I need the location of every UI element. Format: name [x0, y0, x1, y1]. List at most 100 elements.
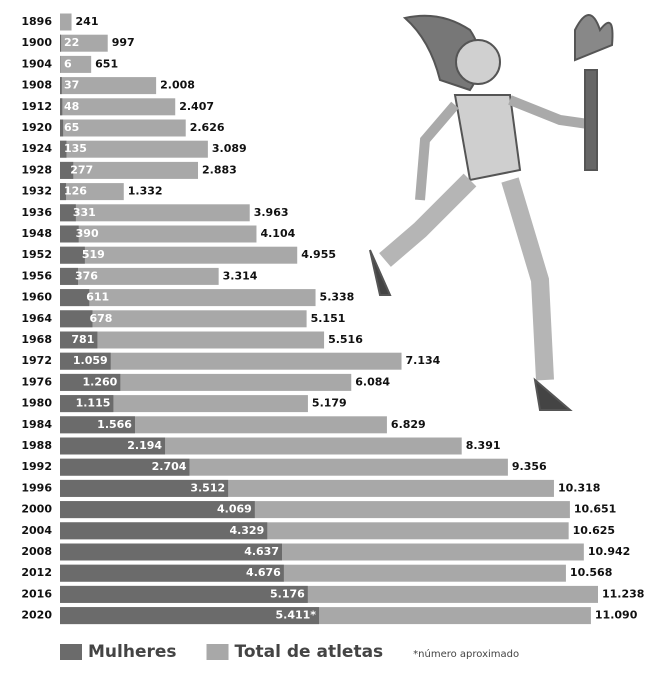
- y-tick-label: 2012: [21, 566, 52, 579]
- value-label: 5.411*: [275, 609, 316, 622]
- women-bar: [60, 310, 92, 327]
- value-label: 4.329: [229, 524, 264, 537]
- value-label: 3.963: [254, 206, 289, 219]
- y-tick-label: 2004: [21, 524, 52, 537]
- value-label: 376: [75, 269, 98, 282]
- value-label: 10.942: [588, 545, 630, 558]
- value-label: 3.512: [190, 481, 225, 494]
- value-label: 6.084: [355, 375, 390, 388]
- women-bar: [60, 77, 62, 94]
- y-tick-label: 1996: [21, 481, 52, 494]
- y-tick-label: 1976: [21, 375, 52, 388]
- y-tick-label: 1904: [21, 57, 52, 70]
- y-tick-label: 1896: [21, 15, 52, 28]
- women-bar: [60, 98, 62, 115]
- y-tick-label: 1964: [21, 312, 52, 325]
- footnote: *número aproximado: [413, 648, 519, 660]
- value-label: 1.059: [73, 354, 108, 367]
- value-label: 37: [64, 79, 79, 92]
- total-bar: [60, 353, 402, 370]
- value-label: 2.407: [179, 100, 214, 113]
- y-tick-label: 2016: [21, 587, 52, 600]
- y-tick-label: 2000: [21, 503, 52, 516]
- women-bar: [60, 289, 89, 306]
- value-label: 4.104: [260, 227, 295, 240]
- legend-label: Mulheres: [88, 642, 177, 662]
- value-label: 22: [64, 36, 79, 49]
- legend-swatch: [207, 644, 229, 660]
- y-tick-label: 1948: [21, 227, 52, 240]
- value-label: 1.260: [83, 375, 118, 388]
- value-label: 10.651: [574, 503, 616, 516]
- value-label: 390: [76, 227, 99, 240]
- y-tick-label: 1932: [21, 185, 52, 198]
- value-label: 8.391: [466, 439, 501, 452]
- y-tick-label: 1928: [21, 163, 52, 176]
- women-bar: [60, 120, 63, 137]
- value-label: 5.151: [311, 312, 346, 325]
- value-label: 7.134: [406, 354, 441, 367]
- value-label: 6: [64, 57, 72, 70]
- y-tick-label: 1924: [21, 142, 52, 155]
- value-label: 611: [86, 291, 109, 304]
- value-label: 2.194: [127, 439, 162, 452]
- value-label: 4.676: [246, 566, 281, 579]
- value-label: 678: [89, 312, 112, 325]
- value-label: 5.516: [328, 333, 363, 346]
- y-tick-label: 1952: [21, 248, 52, 261]
- value-label: 1.566: [97, 418, 132, 431]
- runner-illustration: [370, 15, 613, 410]
- value-label: 9.356: [512, 460, 547, 473]
- value-label: 10.318: [558, 481, 600, 494]
- value-label: 11.238: [602, 587, 644, 600]
- value-label: 5.179: [312, 397, 347, 410]
- value-label: 5.338: [320, 291, 355, 304]
- value-label: 4.637: [244, 545, 279, 558]
- y-tick-label: 1972: [21, 354, 52, 367]
- y-tick-label: 1936: [21, 206, 52, 219]
- value-label: 1.115: [76, 397, 111, 410]
- value-label: 2.883: [202, 163, 237, 176]
- legend-swatch: [60, 644, 82, 660]
- value-label: 4.069: [217, 503, 252, 516]
- value-label: 997: [112, 36, 135, 49]
- value-label: 277: [70, 163, 93, 176]
- value-label: 135: [64, 142, 87, 155]
- y-tick-label: 1956: [21, 269, 52, 282]
- value-label: 781: [71, 333, 94, 346]
- value-label: 4.955: [301, 248, 336, 261]
- value-label: 519: [82, 248, 105, 261]
- value-label: 11.090: [595, 609, 638, 622]
- legend-label: Total de atletas: [235, 642, 384, 662]
- y-tick-label: 1984: [21, 418, 52, 431]
- value-label: 3.089: [212, 142, 247, 155]
- value-label: 10.568: [570, 566, 612, 579]
- y-tick-label: 1920: [21, 121, 52, 134]
- value-label: 10.625: [573, 524, 615, 537]
- y-tick-label: 1912: [21, 100, 52, 113]
- y-tick-label: 1968: [21, 333, 52, 346]
- y-tick-label: 1992: [21, 460, 52, 473]
- value-label: 2.704: [152, 460, 187, 473]
- value-label: 126: [64, 185, 87, 198]
- value-label: 1.332: [128, 185, 163, 198]
- y-tick-label: 1960: [21, 291, 52, 304]
- value-label: 5.176: [270, 587, 305, 600]
- value-label: 2.008: [160, 79, 195, 92]
- y-tick-label: 2008: [21, 545, 52, 558]
- total-bar: [60, 14, 72, 31]
- value-label: 651: [95, 57, 118, 70]
- y-tick-label: 1980: [21, 397, 52, 410]
- value-label: 2.626: [190, 121, 225, 134]
- y-tick-label: 2020: [21, 609, 52, 622]
- chart: 1896 1900 1904 1908 1912 1920 1924 1928 1932 1936…: [0, 0, 646, 686]
- value-label: 331: [73, 206, 96, 219]
- value-label: 65: [64, 121, 79, 134]
- y-tick-label: 1908: [21, 79, 52, 92]
- value-label: 241: [76, 15, 99, 28]
- y-tick-label: 1900: [21, 36, 52, 49]
- women-bar: [60, 35, 61, 52]
- value-label: 48: [64, 100, 79, 113]
- total-bar: [60, 332, 324, 349]
- value-label: 6.829: [391, 418, 426, 431]
